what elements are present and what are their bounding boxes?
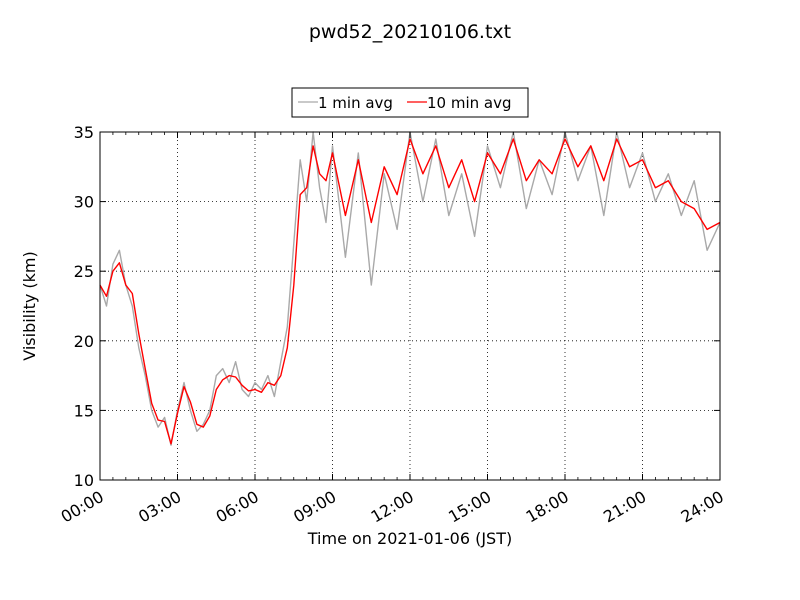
x-tick-label: 12:00 [368, 487, 417, 527]
legend-label-1min: 1 min avg [318, 94, 393, 112]
y-tick-label: 20 [74, 332, 94, 351]
grid [100, 132, 720, 480]
x-axis-label: Time on 2021-01-06 (JST) [307, 529, 512, 548]
ticks [99, 131, 721, 481]
x-tick-label: 24:00 [678, 487, 727, 527]
x-tick-labels: 00:00 03:00 06:00 09:00 12:00 15:00 18:00 21:00… [58, 487, 727, 527]
y-tick-label: 10 [74, 471, 94, 490]
x-tick-label: 00:00 [58, 487, 107, 527]
x-tick-label: 15:00 [445, 487, 494, 527]
series-10min-avg-line [99, 138, 721, 445]
legend-label-10min: 10 min avg [427, 94, 512, 112]
x-tick-label: 18:00 [523, 487, 572, 527]
x-tick-label: 09:00 [290, 487, 339, 527]
y-tick-labels: 10 15 20 25 30 35 [74, 123, 94, 490]
y-tick-label: 25 [74, 262, 94, 281]
y-tick-label: 30 [74, 193, 94, 212]
y-axis-label: Visibility (km) [20, 251, 39, 360]
x-tick-label: 03:00 [135, 487, 184, 527]
chart-title: pwd52_20210106.txt [309, 21, 511, 43]
y-tick-label: 35 [74, 123, 94, 142]
x-tick-label: 06:00 [213, 487, 262, 527]
x-tick-label: 21:00 [600, 487, 649, 527]
y-tick-label: 15 [74, 401, 94, 420]
legend: 1 min avg 10 min avg [291, 87, 529, 118]
